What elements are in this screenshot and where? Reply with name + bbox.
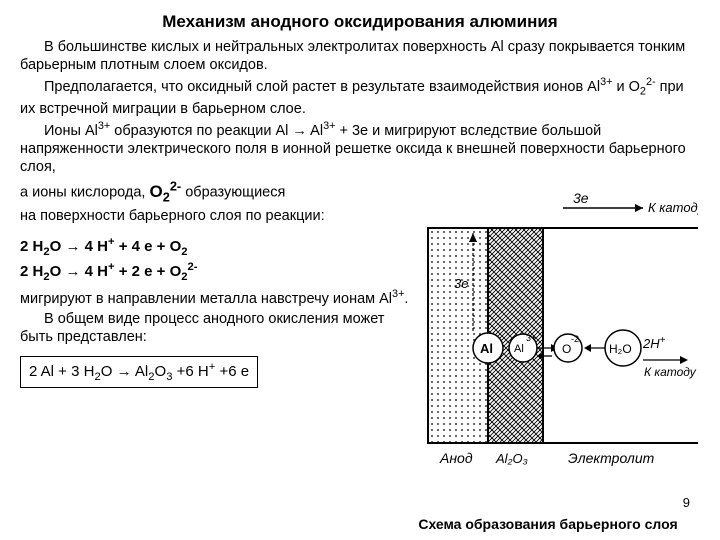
two-h-label: 2H+ [642, 335, 666, 351]
o2-sup: -2 [571, 334, 579, 344]
al3-node: Al [514, 343, 524, 355]
paragraph-3: Ионы Al3+ образуются по реакции Al → Al3… [20, 120, 700, 176]
three-e-label: 3e [573, 190, 589, 206]
barrier-layer-diagram: 3e К катоду 3e Al Al 3+ O -2 H₂O 2H+ К к… [418, 188, 698, 483]
al2o3-label: Al₂O₃ [495, 451, 528, 466]
o2-node: O [562, 342, 571, 356]
reaction-block: 2 H2O → 4 H+ + 4 e + O2 2 H2O → 4 H+ + 2… [20, 235, 410, 284]
anode-label: Анод [439, 450, 473, 466]
inner-3e: 3e [454, 276, 468, 291]
paragraph-6: мигрируют в направлении металла навстреч… [20, 288, 410, 308]
paragraph-1: В большинстве кислых и нейтральных элект… [20, 38, 700, 74]
reaction-2: 2 H2O → 4 H+ + 2 e + O22- [20, 260, 410, 285]
bottom-cathode-label: К катоду [644, 365, 697, 379]
page-title: Механизм анодного оксидирования алюминия [20, 12, 700, 32]
summary-reaction-box: 2 Al + 3 H2O → Al2O3 +6 H+ +6 e [20, 356, 258, 388]
paragraph-2: Предполагается, что оксидный слой растет… [20, 76, 700, 117]
paragraph-7: В общем виде процесс анодного окисления … [20, 310, 410, 346]
al-node: Al [480, 341, 493, 356]
diagram-caption: Схема образования барьерного слоя [398, 516, 698, 532]
al3-sup: 3+ [526, 333, 536, 343]
h2o-node: H₂O [609, 342, 632, 356]
electrolyte-label: Электролит [568, 450, 655, 466]
reaction-1: 2 H2O → 4 H+ + 4 e + O2 [20, 235, 410, 260]
top-cathode-label: К катоду [648, 200, 698, 215]
paragraph-4: а ионы кислорода, O22- образующиеся [20, 178, 410, 205]
page-number: 9 [683, 495, 690, 510]
paragraph-5: на поверхности барьерного слоя по реакци… [20, 207, 410, 225]
